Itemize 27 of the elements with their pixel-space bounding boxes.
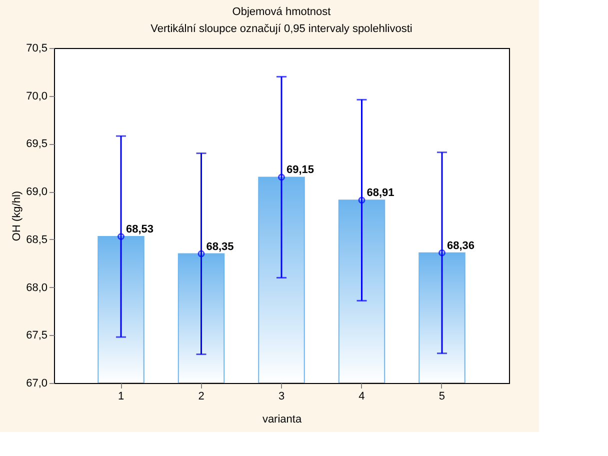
- chart-subtitle: Vertikální sloupce označují 0,95 intervaly spolehlivosti: [150, 23, 412, 35]
- y-tick-label: 67,0: [26, 378, 48, 390]
- y-tick-label: 69,0: [26, 186, 48, 198]
- x-tick-label: 5: [438, 390, 446, 402]
- x-tick-label: 1: [118, 390, 124, 402]
- data-label: 68,35: [206, 240, 234, 253]
- y-tick-label: 70,5: [26, 42, 48, 54]
- y-tick-label: 70,0: [26, 90, 48, 102]
- y-axis-title: OH (kg/hl): [11, 190, 24, 242]
- data-label: 68,53: [126, 224, 154, 236]
- point: [278, 174, 285, 181]
- point: [358, 196, 366, 204]
- y-tick-label: 68,0: [26, 282, 48, 294]
- x-axis-title: varianta: [262, 414, 302, 426]
- chart-title: Objemová hmotnost: [232, 6, 331, 18]
- x-tick-label: 3: [278, 390, 285, 402]
- y-tick-label: 69,5: [26, 138, 48, 150]
- data-label: 68,91: [366, 187, 394, 200]
- y-tick-label: 68,5: [26, 234, 48, 246]
- point: [438, 249, 446, 256]
- x-tick-label: 2: [198, 390, 204, 402]
- y-tick-label: 67,5: [26, 330, 48, 342]
- point: [198, 250, 205, 258]
- data-label: 68,36: [446, 240, 475, 252]
- x-tick-label: 4: [358, 390, 365, 402]
- data-label: 69,15: [286, 164, 314, 176]
- point: [118, 233, 124, 240]
